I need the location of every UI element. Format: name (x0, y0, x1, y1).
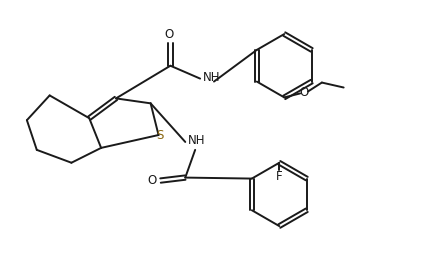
Text: NH: NH (188, 135, 206, 147)
Text: O: O (147, 174, 156, 187)
Text: NH: NH (203, 71, 221, 84)
Text: F: F (276, 170, 283, 183)
Text: O: O (165, 28, 174, 41)
Text: O: O (300, 86, 308, 99)
Text: S: S (156, 129, 163, 141)
